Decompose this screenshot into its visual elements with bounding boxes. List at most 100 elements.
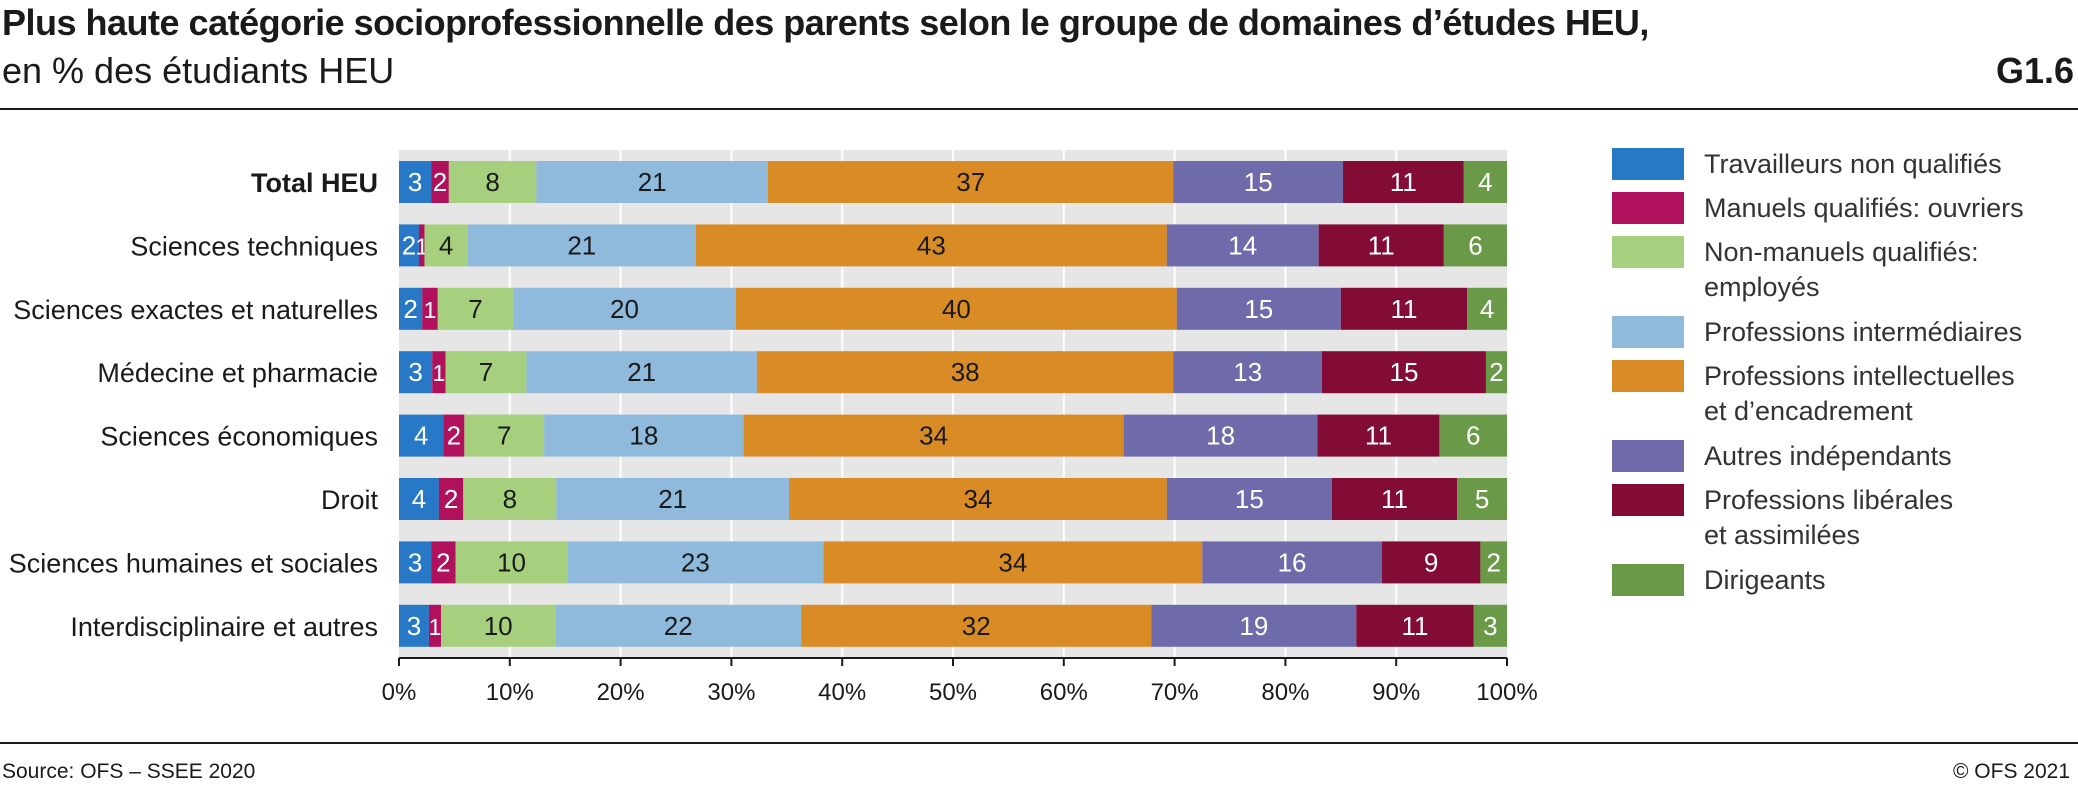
bar-segment [735, 287, 1177, 330]
bar-value-label: 4 [414, 421, 428, 451]
legend-item: Autres indépendants [1612, 440, 2044, 474]
bar-value-label: 34 [963, 484, 992, 514]
bar-value-label: 21 [638, 167, 667, 197]
bar-segment [1166, 224, 1319, 267]
bar-segment [1123, 414, 1318, 457]
bar-value-label: 10 [497, 547, 526, 577]
category-label: Interdisciplinaire et autres [70, 612, 378, 642]
bar-value-label: 6 [1468, 230, 1482, 260]
bar-segment [1318, 224, 1444, 267]
legend-swatch [1612, 192, 1684, 224]
legend-item: Professions intermédiaires [1612, 316, 2044, 350]
legend-label-line: Autres indépendants [1704, 441, 1952, 471]
category-label: Sciences techniques [130, 231, 378, 261]
category-label: Droit [321, 485, 379, 515]
bar-segment [399, 351, 433, 394]
bar-value-label: 11 [1365, 421, 1392, 451]
chart-code: G1.6 [1995, 50, 2074, 91]
legend-swatch [1612, 564, 1684, 596]
bar-value-label: 1 [429, 614, 442, 640]
bar-value-label: 11 [1381, 484, 1408, 514]
legend-label: Travailleurs non qualifiés [1704, 147, 2044, 182]
bar-value-label: 7 [468, 294, 482, 324]
bar-segment [399, 541, 432, 584]
bar-value-label: 3 [407, 611, 421, 641]
bar-segment [438, 478, 464, 520]
bar-segment [695, 224, 1167, 267]
x-tick-label: 0% [382, 679, 417, 706]
bar-value-label: 21 [627, 357, 656, 387]
legend-label: Professions intellectuelles et d’encadrem… [1704, 359, 2044, 429]
bar-value-label: 2 [1489, 357, 1503, 387]
bar-segment [1343, 161, 1464, 203]
x-tick-label: 30% [707, 679, 755, 706]
bar-value-label: 43 [917, 230, 946, 260]
legend-label-line: Professions intermédiaires [1704, 317, 2023, 347]
bottom-rule [0, 742, 2078, 744]
x-tick-label: 90% [1372, 679, 1420, 706]
bar-segment [767, 161, 1174, 203]
bar-segment [418, 224, 425, 267]
bar-segment [399, 478, 439, 520]
bar-value-label: 3 [408, 547, 422, 577]
bar-value-label: 1 [424, 297, 437, 323]
category-label: Sciences économiques [100, 422, 378, 452]
x-tick-label: 70% [1151, 679, 1199, 706]
bar-value-label: 9 [1424, 547, 1438, 577]
bar-segment [422, 287, 438, 330]
bar-segment [1381, 541, 1481, 584]
x-tick-label: 10% [486, 679, 534, 706]
bar-segment [1457, 478, 1507, 520]
bar-segment [801, 604, 1152, 647]
bar-segment [1317, 414, 1440, 457]
bar-value-label: 4 [439, 230, 453, 260]
x-tick-label: 60% [1040, 679, 1088, 706]
bar-segment [1356, 604, 1474, 647]
bar-value-label: 11 [1402, 611, 1429, 641]
bar-segment [443, 414, 465, 457]
bar-segment [789, 478, 1167, 520]
bar-value-label: 3 [408, 167, 422, 197]
legend-label-line: Non-manuels qualifiés: [1704, 237, 1979, 267]
bar-value-label: 2 [1486, 547, 1500, 577]
x-tick-label: 80% [1261, 679, 1309, 706]
bar-value-label: 37 [956, 167, 985, 197]
bar-segment [756, 351, 1174, 394]
x-tick-label: 50% [929, 679, 977, 706]
bar-segment [743, 414, 1124, 457]
legend-label: Professions intermédiaires [1704, 315, 2044, 350]
bar-segment [448, 161, 537, 203]
legend-label-line: et d’encadrement [1704, 396, 1913, 426]
bar-segment [1340, 287, 1468, 330]
bar-value-label: 40 [942, 294, 971, 324]
legend-label-line: Dirigeants [1704, 565, 1826, 595]
legend-label: Dirigeants [1704, 563, 2044, 598]
bar-value-label: 7 [479, 357, 493, 387]
bar-segment [467, 224, 696, 267]
bar-segment [464, 414, 545, 457]
legend-label-line: Manuels qualifiés: ouvriers [1704, 193, 2024, 223]
category-label: Médecine et pharmacie [97, 358, 378, 388]
source-note: Source: OFS – SSEE 2020 [2, 760, 256, 783]
bar-value-label: 2 [433, 167, 447, 197]
bar-value-label: 3 [408, 357, 422, 387]
bar-segment [428, 604, 442, 647]
bar-segment [463, 478, 557, 520]
legend-label-line: Professions intellectuelles [1704, 361, 2015, 391]
bar-segment [455, 541, 568, 584]
bar-value-label: 15 [1244, 167, 1273, 197]
legend-item: Manuels qualifiés: ouvriers [1612, 192, 2044, 226]
bar-value-label: 18 [629, 421, 658, 451]
bar-value-label: 6 [1466, 421, 1480, 451]
bar-segment [399, 287, 423, 330]
bar-value-label: 34 [998, 547, 1027, 577]
legend-item: Professions libérales et assimilées [1612, 484, 2044, 553]
category-label: Total HEU [251, 168, 378, 198]
bar-value-label: 4 [1480, 294, 1494, 324]
bar-value-label: 2 [436, 547, 450, 577]
bar-segment [1443, 224, 1507, 267]
bar-segment [513, 287, 736, 330]
bar-value-label: 16 [1278, 547, 1307, 577]
bar-segment [1439, 414, 1507, 457]
legend-swatch [1612, 440, 1684, 472]
